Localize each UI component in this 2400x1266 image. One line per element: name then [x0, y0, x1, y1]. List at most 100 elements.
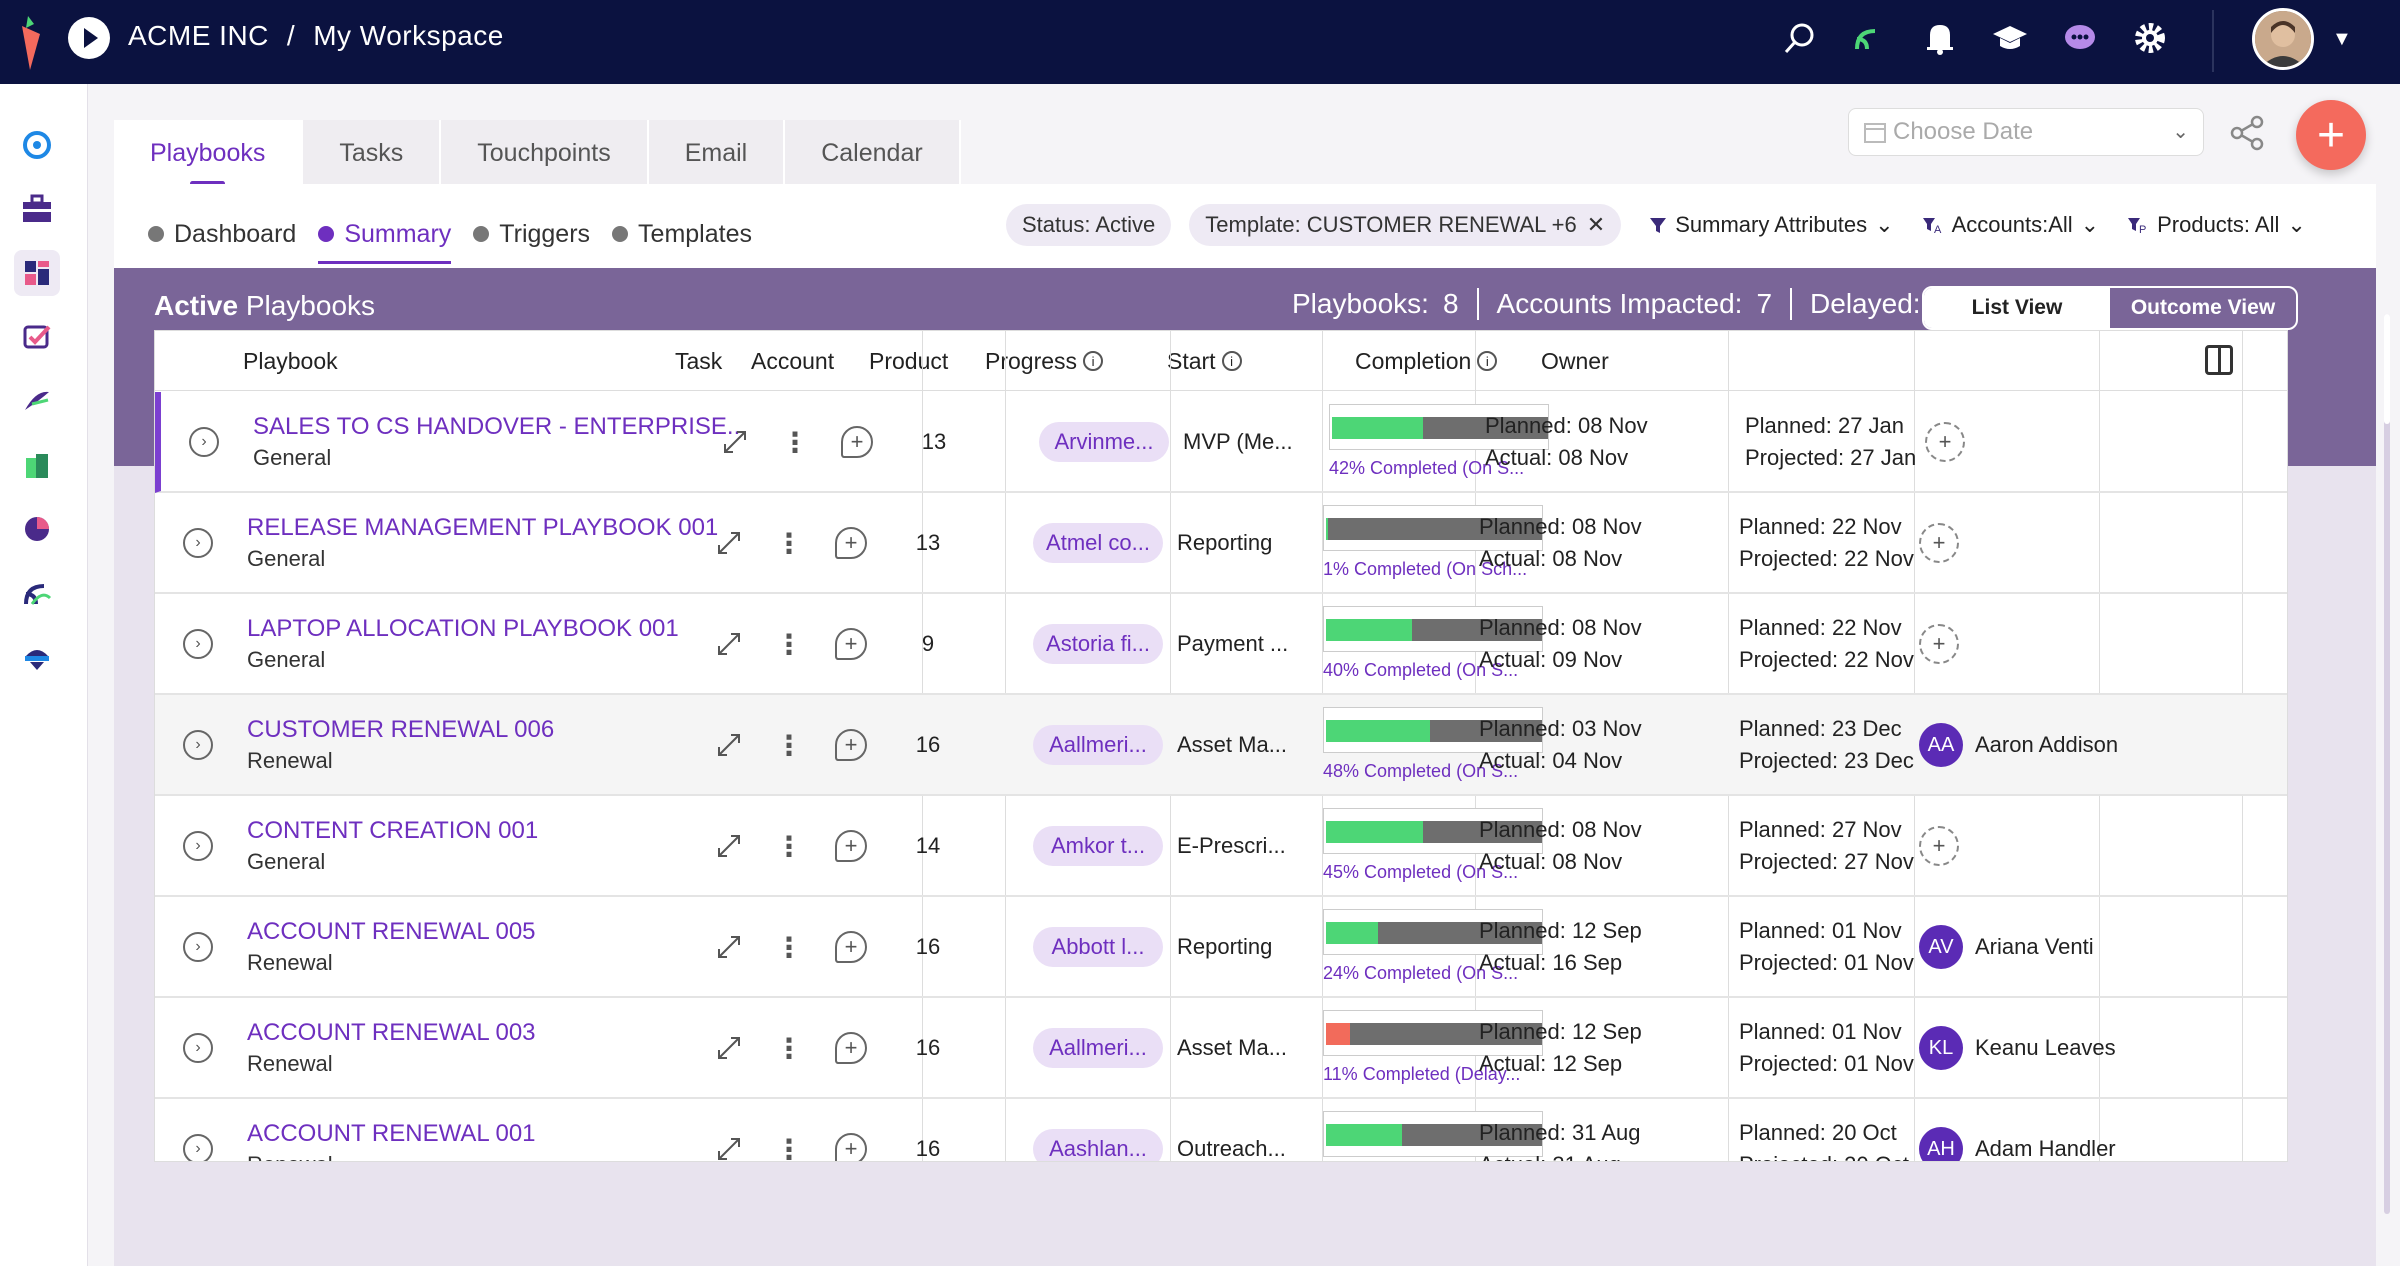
progress-cell[interactable]: 24% Completed (On S... [1309, 897, 1549, 997]
vertical-scrollbar[interactable] [2384, 314, 2390, 1214]
column-header-task[interactable]: Task [675, 347, 723, 374]
subnav-triggers[interactable]: Triggers [473, 212, 590, 256]
breadcrumb-org[interactable]: ACME INC [128, 20, 269, 51]
app-logo-icon[interactable] [14, 10, 48, 74]
subnav-summary[interactable]: Summary [318, 212, 451, 264]
outcome-view-button[interactable]: Outcome View [2130, 296, 2276, 319]
column-header-completion[interactable]: Completion i [1355, 331, 1498, 391]
subnav-templates[interactable]: Templates [612, 212, 752, 256]
tab-tasks[interactable]: Tasks [303, 120, 442, 186]
add-owner-icon[interactable]: + [1919, 624, 1959, 664]
feed-icon[interactable] [1850, 18, 1890, 58]
subnav-dashboard[interactable]: Dashboard [148, 212, 296, 256]
column-header-progress[interactable]: Progress i [985, 331, 1104, 391]
expand-row-icon[interactable]: › [183, 629, 213, 659]
scrollbar-thumb[interactable] [2384, 314, 2390, 424]
sidebar-item-journeys[interactable] [14, 378, 60, 424]
chevron-down-icon[interactable]: ▼ [2332, 28, 2352, 50]
sidebar-item-dashboard[interactable] [14, 250, 60, 296]
expand-row-icon[interactable]: › [189, 427, 219, 457]
owner[interactable]: AH Adam Handler [1919, 1099, 2116, 1161]
add-comment-icon[interactable]: + [835, 729, 867, 761]
expand-row-icon[interactable]: › [183, 730, 213, 760]
expand-icon[interactable] [715, 933, 743, 961]
account-chip[interactable]: Abbott l... [1033, 927, 1163, 967]
add-comment-icon[interactable]: + [835, 830, 867, 862]
account-chip[interactable]: Aallmeri... [1033, 1028, 1163, 1068]
table-row[interactable]: › RELEASE MANAGEMENT PLAYBOOK 001 General ⋮… [155, 493, 2287, 594]
expand-row-icon[interactable]: › [183, 932, 213, 962]
add-button[interactable]: + [2296, 100, 2366, 170]
more-options-icon[interactable]: ⋮ [775, 527, 803, 559]
date-picker[interactable]: Choose Date ⌄ [1848, 108, 2204, 156]
close-icon[interactable]: ✕ [1586, 212, 1606, 237]
sidebar-item-support[interactable] [14, 634, 60, 680]
expand-icon[interactable] [715, 731, 743, 759]
playbook-name-link[interactable]: CONTENT CREATION 001 [247, 817, 539, 844]
tab-email[interactable]: Email [648, 120, 786, 186]
column-settings-icon[interactable] [2205, 345, 2233, 375]
add-owner-icon[interactable]: + [1919, 826, 1959, 866]
owner[interactable]: AA Aaron Addison [1919, 695, 2118, 795]
summary-attributes-filter[interactable]: Summary Attributes ⌄ [1649, 212, 1894, 238]
info-icon[interactable]: i [1083, 351, 1104, 371]
accounts-filter[interactable]: A Accounts:All ⌄ [1922, 212, 2099, 238]
column-header-account[interactable]: Account [751, 347, 835, 374]
playbook-name-link[interactable]: ACCOUNT RENEWAL 005 [247, 918, 536, 945]
tab-calendar[interactable]: Calendar [785, 120, 961, 186]
table-row[interactable]: › LAPTOP ALLOCATION PLAYBOOK 001 General ⋮ +… [155, 594, 2287, 695]
progress-cell[interactable]: 1% Completed (On Sch... [1309, 493, 1549, 593]
expand-row-icon[interactable]: › [183, 1033, 213, 1063]
table-row[interactable]: › CUSTOMER RENEWAL 006 Renewal ⋮ +16 Aallmeri… [155, 695, 2287, 796]
share-icon[interactable] [2228, 114, 2266, 152]
bell-icon[interactable] [1920, 18, 1960, 58]
playbook-name-link[interactable]: LAPTOP ALLOCATION PLAYBOOK 001 [247, 615, 679, 642]
info-icon[interactable]: i [1477, 351, 1498, 371]
tab-touchpoints[interactable]: Touchpoints [441, 120, 649, 186]
owner[interactable]: AV Ariana Venti [1919, 897, 2094, 997]
expand-icon[interactable] [721, 428, 749, 456]
add-owner-icon[interactable]: + [1919, 523, 1959, 563]
account-chip[interactable]: Atmel co... [1033, 523, 1163, 563]
graduation-cap-icon[interactable] [1990, 18, 2030, 58]
more-options-icon[interactable]: ⋮ [781, 426, 809, 458]
info-icon[interactable]: i [1221, 351, 1242, 371]
playbook-name-link[interactable]: ACCOUNT RENEWAL 001 [247, 1120, 536, 1147]
more-options-icon[interactable]: ⋮ [775, 1032, 803, 1064]
table-row[interactable]: › ACCOUNT RENEWAL 003 Renewal ⋮ +16 Aallmeri.… [155, 998, 2287, 1099]
playbook-name-link[interactable]: ACCOUNT RENEWAL 003 [247, 1019, 536, 1046]
add-owner-icon[interactable]: + [1925, 422, 1965, 462]
progress-cell[interactable]: 40% Completed (On S... [1309, 594, 1549, 694]
expand-icon[interactable] [715, 1135, 743, 1162]
status-filter-chip[interactable]: Status: Active [1006, 204, 1172, 246]
account-chip[interactable]: Amkor t... [1033, 826, 1163, 866]
add-comment-icon[interactable]: + [835, 1133, 867, 1161]
tab-playbooks[interactable]: Playbooks [114, 120, 304, 186]
account-chip[interactable]: Arvinme... [1039, 422, 1169, 462]
expand-icon[interactable] [715, 1034, 743, 1062]
sidebar-item-briefcase[interactable] [14, 186, 60, 232]
add-comment-icon[interactable]: + [835, 931, 867, 963]
search-icon[interactable] [1780, 18, 1820, 58]
table-row[interactable]: › CONTENT CREATION 001 General ⋮ +14 Amkor t.… [155, 796, 2287, 897]
table-row[interactable]: › ACCOUNT RENEWAL 005 Renewal ⋮ +16 Abbott l.… [155, 897, 2287, 998]
table-row[interactable]: › SALES TO CS HANDOVER - ENTERPRISE... Gen… [155, 392, 2287, 493]
add-comment-icon[interactable]: + [841, 426, 873, 458]
sidebar-item-feed[interactable] [14, 570, 60, 616]
expand-row-icon[interactable]: › [183, 1134, 213, 1161]
products-filter[interactable]: P Products: All ⌄ [2127, 212, 2306, 238]
expand-icon[interactable] [715, 529, 743, 557]
more-options-icon[interactable]: ⋮ [775, 628, 803, 660]
user-avatar[interactable] [2252, 8, 2314, 70]
playbook-name-link[interactable]: CUSTOMER RENEWAL 006 [247, 716, 555, 743]
more-options-icon[interactable]: ⋮ [775, 729, 803, 761]
breadcrumb-workspace[interactable]: My Workspace [313, 20, 504, 51]
account-chip[interactable]: Astoria fi... [1033, 624, 1163, 664]
add-comment-icon[interactable]: + [835, 628, 867, 660]
table-row[interactable]: › ACCOUNT RENEWAL 001 Renewal ⋮ +16 Aashlan..… [155, 1099, 2287, 1162]
more-options-icon[interactable]: ⋮ [775, 830, 803, 862]
more-options-icon[interactable]: ⋮ [775, 1133, 803, 1162]
column-header-playbook[interactable]: Playbook [243, 347, 338, 374]
progress-cell[interactable]: 42% Completed (On S... [1315, 392, 1555, 492]
account-chip[interactable]: Aallmeri... [1033, 725, 1163, 765]
